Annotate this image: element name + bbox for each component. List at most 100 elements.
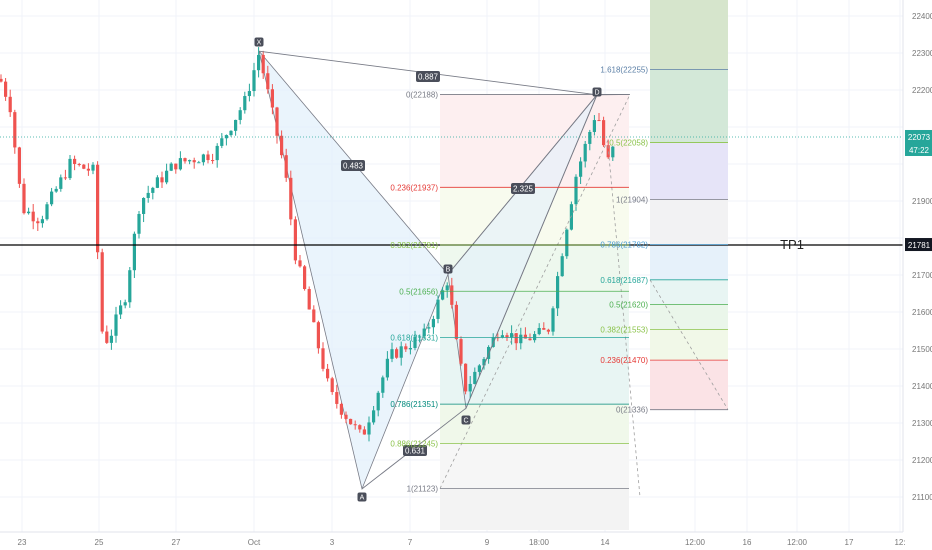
candle-body <box>372 410 376 423</box>
time-tick-label: 12:00 <box>787 538 808 547</box>
fib-label-left: 0.886(21245) <box>390 439 438 448</box>
fib-zone-right <box>650 244 728 280</box>
candle-body <box>45 204 49 220</box>
pattern-overlay-lines[interactable]: 0.887 0.483 2.325 0.631 X A B C D TP1 <box>0 37 903 502</box>
time-tick-label: 3 <box>330 538 335 547</box>
fib-label-left: 0(22188) <box>406 90 438 99</box>
candle-body <box>569 204 573 230</box>
projection-line-down[interactable] <box>607 145 641 498</box>
candle-body <box>59 177 63 189</box>
candle-body <box>307 289 311 310</box>
candle-body <box>436 299 440 319</box>
candle-body <box>169 163 173 171</box>
candle-body <box>4 81 8 97</box>
candle-body <box>468 383 472 392</box>
candle-body <box>358 425 362 430</box>
candle-body <box>63 177 67 179</box>
candle-body <box>211 160 215 162</box>
candle-body <box>321 348 325 369</box>
candle-body <box>579 161 583 177</box>
candle-body <box>367 422 371 435</box>
candle-body <box>201 154 205 163</box>
time-tick-label: 17 <box>845 538 854 547</box>
candle-body <box>224 135 228 139</box>
fib-label-left: 0.618(21531) <box>390 334 438 343</box>
candle-body <box>289 177 293 220</box>
candles <box>0 47 615 442</box>
fib-labels: 0(22188) 0.236(21937) 0.382(21781) 0.5(2165… <box>390 66 648 494</box>
point-label-a[interactable] <box>357 492 367 502</box>
point-label-text: B <box>446 267 451 274</box>
candle-body <box>362 429 366 435</box>
candle-body <box>344 414 348 419</box>
fib-label-left: 0.382(21781) <box>390 241 438 250</box>
candle-body <box>165 170 169 183</box>
candle-body <box>450 285 454 305</box>
point-label-text: D <box>594 90 599 97</box>
price-axis[interactable]: 22400 22300 22200 21900 21700 21600 21500 21400… <box>902 0 932 532</box>
candle-body <box>473 371 477 384</box>
candle-body <box>13 112 17 148</box>
time-tick-label: 27 <box>172 538 181 547</box>
candle-body <box>257 54 261 71</box>
ratio-badge-text: 0.887 <box>418 73 439 82</box>
ratio-badge <box>403 445 427 456</box>
pattern-line-cd[interactable] <box>465 94 598 409</box>
fib-zone-left-extension <box>440 488 629 530</box>
candle-body <box>298 260 302 267</box>
point-label-x[interactable] <box>254 37 264 47</box>
candle-body <box>542 328 546 330</box>
tp1-price-tag[interactable] <box>905 238 932 252</box>
candle-body <box>8 96 12 113</box>
price-tick-label: 22400 <box>912 12 932 21</box>
candle-body <box>119 305 123 315</box>
point-label-b[interactable] <box>443 264 453 274</box>
point-label-text: C <box>463 418 468 425</box>
fib-zone-right <box>650 279 728 305</box>
candle-body <box>183 158 187 162</box>
fib-zone-right <box>650 360 728 410</box>
candle-body <box>533 334 537 341</box>
ratio-badge-text: 0.483 <box>343 162 364 171</box>
candle-body <box>477 365 481 372</box>
time-axis[interactable]: 23 25 27 Oct 3 7 9 18:00 14 12:00 16 12:00 17 12: <box>0 531 906 547</box>
price-tick-label: 21900 <box>912 197 932 206</box>
countdown-tag[interactable] <box>905 142 932 156</box>
candle-body <box>54 188 58 192</box>
candle-body <box>68 158 72 179</box>
fib-zone-right <box>650 199 728 245</box>
fib-label-right: 0.236(21470) <box>600 356 648 365</box>
candle-body <box>197 162 201 164</box>
candle-body <box>82 164 86 169</box>
candle-body <box>123 302 127 306</box>
fib-label-left: 1(21123) <box>407 484 439 493</box>
candle-body <box>597 120 601 122</box>
ratio-badge-text: 2.325 <box>513 185 534 194</box>
fib-label-right: 0.618(21687) <box>600 276 648 285</box>
candle-body <box>445 285 449 291</box>
candle-body <box>316 322 320 349</box>
ratio-badge <box>416 71 440 82</box>
candle-body <box>137 213 141 234</box>
last-price-tag[interactable] <box>905 129 932 143</box>
candle-body <box>560 256 564 277</box>
candle-body <box>574 176 578 205</box>
point-label-d[interactable] <box>592 87 602 97</box>
fib-label-right: 0.5(21620) <box>609 301 648 310</box>
candle-body <box>459 339 463 364</box>
target-projection-line[interactable] <box>649 279 729 410</box>
candle-body <box>220 138 224 146</box>
point-label-c[interactable] <box>461 415 471 425</box>
candle-body <box>413 336 417 348</box>
time-tick-label: 16 <box>743 538 752 547</box>
candle-body <box>40 219 44 224</box>
candle-body <box>399 346 403 358</box>
candle-body <box>422 328 426 337</box>
candle-body <box>22 183 26 214</box>
point-label-text: A <box>360 495 365 502</box>
candle-body <box>238 110 242 120</box>
price-tick-label: 21100 <box>912 493 932 502</box>
candle-body <box>349 418 353 425</box>
candle-body <box>215 145 219 161</box>
